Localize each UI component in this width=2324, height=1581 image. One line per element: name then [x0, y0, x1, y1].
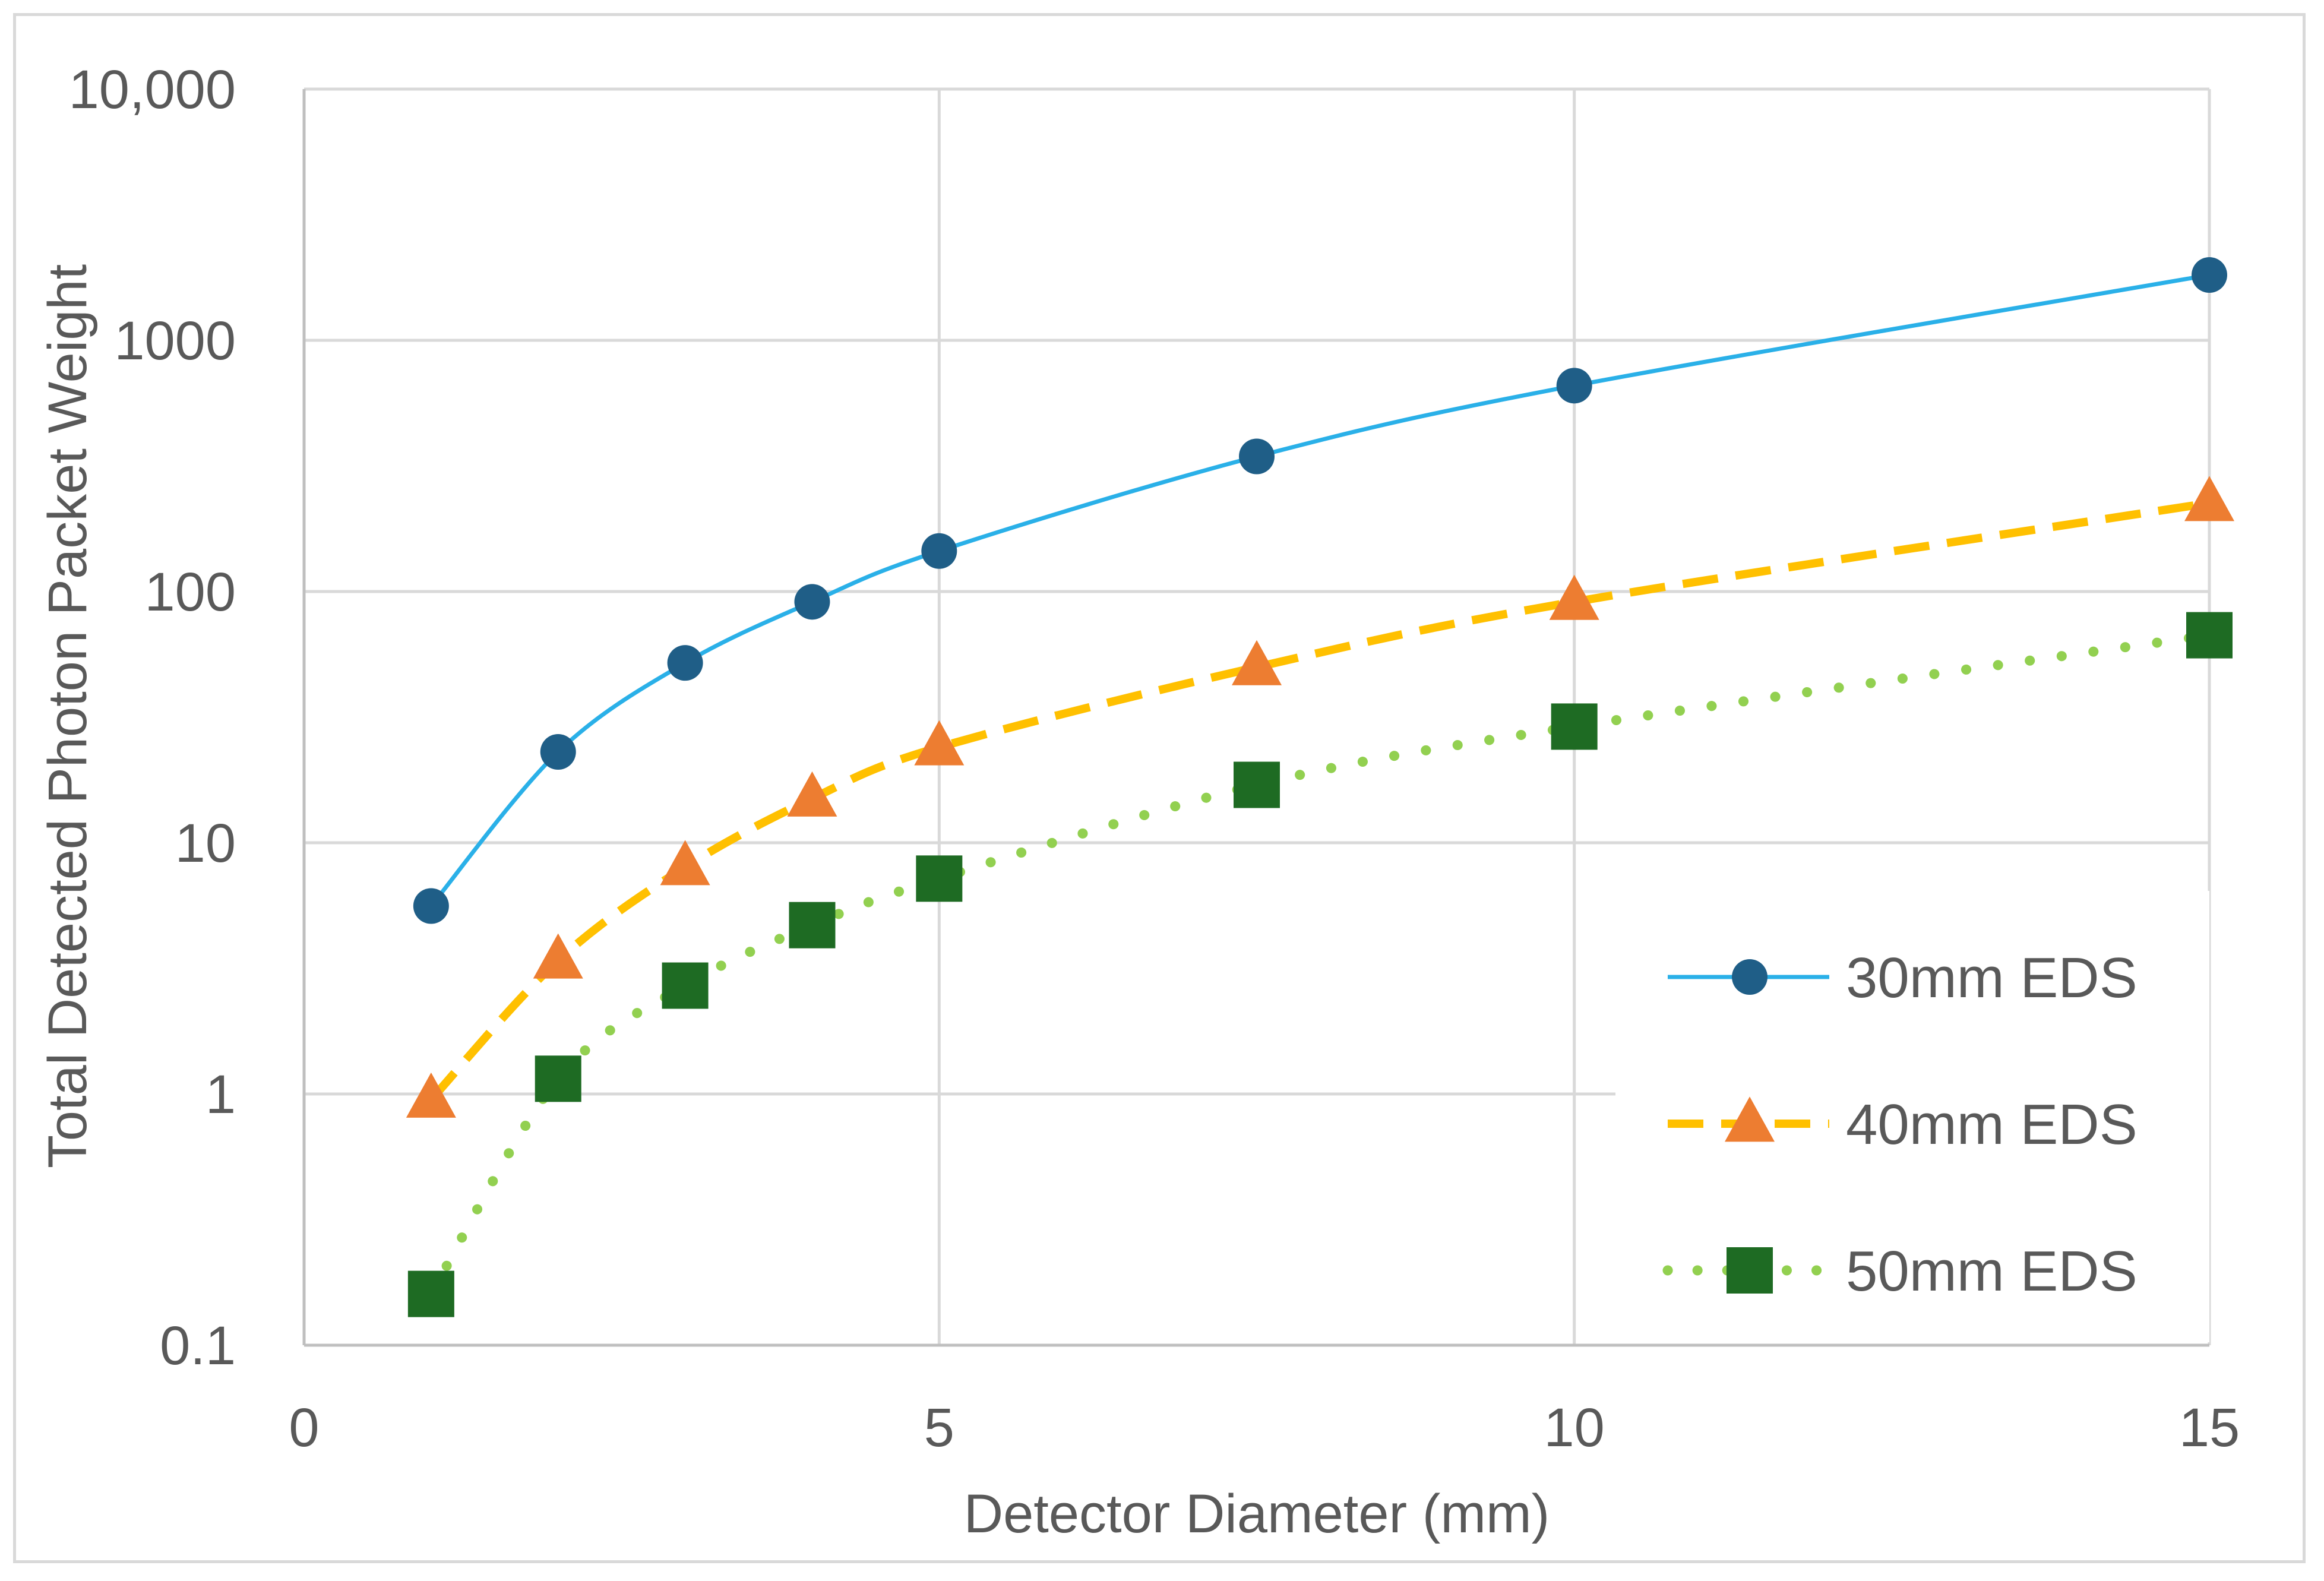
data-point — [921, 533, 957, 569]
data-point — [535, 1055, 581, 1102]
data-point — [916, 855, 963, 902]
legend-entry-2: 40mm EDS — [1668, 1093, 2138, 1156]
legend-label: 50mm EDS — [1846, 1239, 2138, 1303]
data-point — [787, 771, 837, 817]
y-tick-label: 100 — [145, 562, 236, 622]
series — [406, 257, 2234, 1317]
data-point — [540, 733, 576, 770]
legend-background — [1615, 891, 2209, 1342]
data-point — [2186, 612, 2233, 659]
series-3 — [407, 612, 2233, 1317]
x-tick-label: 15 — [2179, 1397, 2240, 1458]
data-point — [1551, 703, 1598, 750]
data-point — [1234, 761, 1280, 808]
data-point — [413, 888, 449, 924]
data-point — [794, 584, 830, 620]
data-point — [1232, 640, 1282, 685]
legend-entry-3: 50mm EDS — [1662, 1239, 2138, 1303]
series-2 — [406, 476, 2234, 1118]
data-point — [667, 645, 703, 681]
legend-entry-1: 30mm EDS — [1668, 946, 2138, 1010]
legend-marker — [1732, 959, 1767, 995]
legend-marker — [1725, 1096, 1775, 1142]
data-point — [662, 962, 709, 1009]
y-tick-label: 1 — [205, 1064, 236, 1125]
legend: 30mm EDS 40mm EDS 50mm EDS — [1615, 891, 2209, 1342]
y-tick-label: 1000 — [114, 311, 236, 371]
tick-labels: 0.1 1 10 100 1000 10,000 0 5 10 15 — [69, 59, 2240, 1458]
data-point — [660, 840, 710, 886]
y-tick-label: 10 — [175, 813, 236, 874]
data-point — [2184, 476, 2234, 521]
data-point — [1549, 574, 1599, 620]
data-point — [2192, 257, 2227, 293]
data-point — [407, 1270, 454, 1317]
series-line — [426, 630, 2215, 1299]
x-axis-title: Detector Diameter (mm) — [964, 1484, 1550, 1544]
y-axis-title: Total Detected Photon Packet Weight — [37, 264, 98, 1168]
data-point — [406, 1072, 456, 1118]
x-tick-label: 10 — [1544, 1397, 1604, 1458]
y-tick-label: 10,000 — [69, 59, 236, 120]
axes — [302, 89, 2209, 1347]
legend-marker — [1727, 1247, 1773, 1294]
legend-label: 30mm EDS — [1846, 946, 2138, 1010]
data-point — [1556, 368, 1592, 404]
data-point — [533, 933, 583, 979]
x-tick-label: 5 — [924, 1397, 954, 1458]
series-1 — [413, 257, 2227, 924]
x-tick-label: 0 — [289, 1397, 319, 1458]
series-line — [428, 499, 2211, 1103]
y-tick-label: 0.1 — [160, 1316, 236, 1376]
data-point — [1239, 438, 1275, 475]
data-point — [914, 720, 965, 766]
legend-label: 40mm EDS — [1846, 1093, 2138, 1156]
data-point — [789, 902, 836, 948]
series-line — [429, 273, 2210, 908]
